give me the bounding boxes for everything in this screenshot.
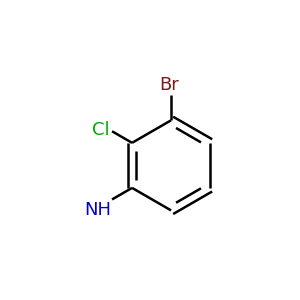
Text: Br: Br (159, 76, 178, 94)
Text: Cl: Cl (92, 121, 110, 139)
Text: NH: NH (84, 201, 111, 219)
